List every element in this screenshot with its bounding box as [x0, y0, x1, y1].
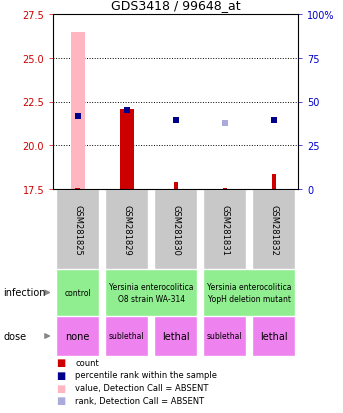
- Text: GSM281830: GSM281830: [171, 204, 180, 255]
- Text: sublethal: sublethal: [109, 332, 144, 341]
- Text: control: control: [64, 288, 91, 297]
- Text: count: count: [75, 358, 99, 367]
- Text: value, Detection Call = ABSENT: value, Detection Call = ABSENT: [75, 383, 209, 392]
- Bar: [272, 175, 276, 190]
- Title: GDS3418 / 99648_at: GDS3418 / 99648_at: [111, 0, 240, 12]
- Bar: [105, 269, 197, 316]
- Bar: [56, 269, 99, 316]
- Text: lethal: lethal: [162, 331, 190, 341]
- Bar: [71, 33, 85, 190]
- Text: ■: ■: [57, 370, 66, 380]
- Bar: [125, 188, 129, 190]
- Bar: [252, 316, 295, 356]
- Text: sublethal: sublethal: [207, 332, 243, 341]
- Bar: [154, 190, 197, 269]
- Bar: [120, 109, 134, 190]
- Bar: [203, 269, 295, 316]
- Text: ■: ■: [57, 382, 66, 393]
- Text: percentile rank within the sample: percentile rank within the sample: [75, 370, 217, 380]
- Bar: [75, 189, 80, 190]
- Bar: [56, 316, 99, 356]
- Text: Yersinia enterocolitica
O8 strain WA-314: Yersinia enterocolitica O8 strain WA-314: [109, 282, 193, 303]
- Text: Yersinia enterocolitica
YopH deletion mutant: Yersinia enterocolitica YopH deletion mu…: [207, 282, 292, 303]
- Text: GSM281832: GSM281832: [269, 204, 279, 255]
- Text: ■: ■: [57, 357, 66, 367]
- Bar: [56, 190, 99, 269]
- Bar: [223, 189, 227, 190]
- Bar: [105, 190, 148, 269]
- Text: infection: infection: [3, 288, 46, 298]
- Text: none: none: [66, 331, 90, 341]
- Bar: [203, 190, 246, 269]
- Text: GSM281829: GSM281829: [122, 204, 131, 255]
- Text: lethal: lethal: [260, 331, 288, 341]
- Bar: [154, 316, 197, 356]
- Bar: [174, 183, 178, 190]
- Bar: [252, 190, 295, 269]
- Text: rank, Detection Call = ABSENT: rank, Detection Call = ABSENT: [75, 396, 204, 405]
- Text: GSM281825: GSM281825: [73, 204, 82, 255]
- Text: dose: dose: [3, 331, 26, 341]
- Text: GSM281831: GSM281831: [220, 204, 229, 255]
- Bar: [105, 316, 148, 356]
- Bar: [203, 316, 246, 356]
- Text: ■: ■: [57, 395, 66, 405]
